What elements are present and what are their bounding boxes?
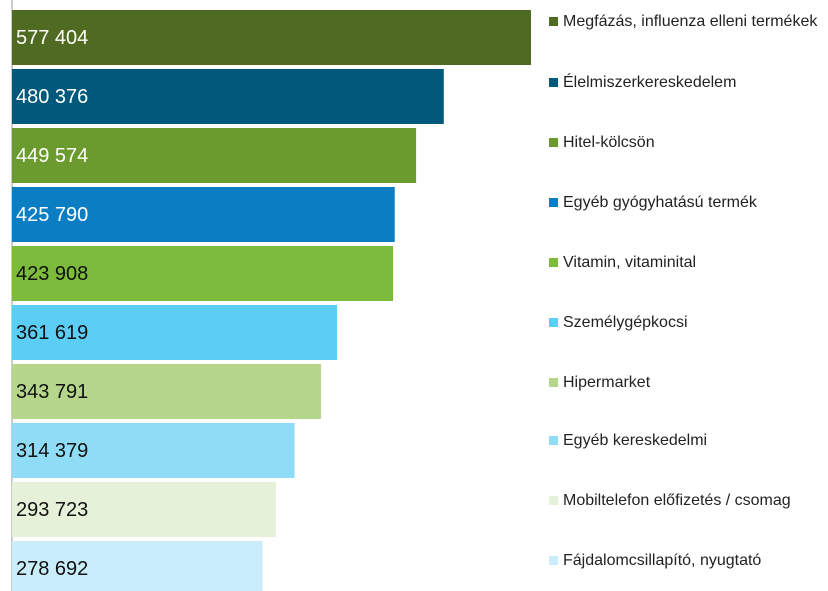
legend-label: Egyéb gyógyhatású termék [563,194,757,211]
legend-item: Vitamin, vitaminital [549,253,828,272]
value-label: 293 723 [16,499,88,521]
value-label: 361 619 [16,322,88,344]
legend-swatch [549,138,558,147]
legend-swatch [549,496,558,505]
value-label: 425 790 [16,204,88,226]
legend-item: Fájdalomcsillapító, nyugtató [549,551,828,570]
legend-item: Mobiltelefon előfizetés / csomag [549,491,828,510]
legend-label: Személygépkocsi [563,314,688,331]
value-label: 423 908 [16,263,88,285]
bar [12,246,394,301]
legend-item: Hitel-kölcsön [549,133,828,152]
legend-label: Megfázás, influenza elleni termékek [563,13,818,30]
bar [12,482,277,537]
legend-item: Hipermarket [549,373,828,392]
legend-swatch [549,258,558,267]
bar [12,187,395,242]
value-label: 278 692 [16,558,88,580]
legend-swatch [549,198,558,207]
bar [12,364,322,419]
legend-swatch [549,378,558,387]
bar [12,305,338,360]
legend-label: Hipermarket [563,374,651,391]
bar [12,128,417,183]
bar [12,423,295,478]
legend-item: Élelmiszerkereskedelem [549,73,828,92]
value-label: 343 791 [16,381,88,403]
legend-swatch [549,318,558,327]
legend-swatch [549,556,558,565]
bar [12,541,263,591]
legend-swatch [549,436,558,445]
legend-label: Vitamin, vitaminital [563,254,697,271]
legend-label: Élelmiszerkereskedelem [563,74,737,91]
value-label: 449 574 [16,145,88,167]
legend-label: Egyéb kereskedelmi [563,432,708,449]
bar [12,10,531,65]
legend-label: Hitel-kölcsön [563,134,655,151]
legend-swatch [549,17,558,26]
value-label: 577 404 [16,27,88,49]
legend-item: Egyéb gyógyhatású termék [549,193,828,212]
legend-item: Egyéb kereskedelmi [549,431,828,450]
legend-swatch [549,78,558,87]
value-label: 480 376 [16,86,88,108]
legend-item: Megfázás, influenza elleni termékek [549,12,828,31]
bar [12,69,444,124]
legend-label: Fájdalomcsillapító, nyugtató [563,552,762,569]
value-label: 314 379 [16,440,88,462]
legend-item: Személygépkocsi [549,313,828,332]
legend-label: Mobiltelefon előfizetés / csomag [563,492,791,509]
